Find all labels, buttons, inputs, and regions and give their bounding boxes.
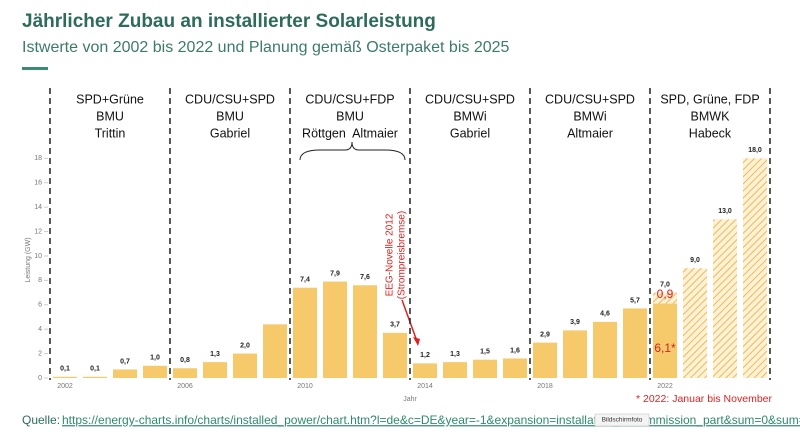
value-label: 1,3 [210, 351, 220, 358]
value-label: 18,0 [748, 147, 762, 154]
x-tick-label: 2010 [297, 383, 313, 390]
planned-bar [743, 158, 767, 378]
chart-subtitle: Istwerte von 2002 bis 2022 und Planung g… [22, 39, 510, 56]
x-axis-label: Jahr [403, 396, 417, 403]
bar [173, 368, 197, 378]
value-label: 0,1 [60, 366, 70, 373]
era-label: Trittin [95, 126, 126, 140]
bar [233, 353, 257, 378]
era-label: Gabriel [450, 126, 490, 140]
era-label: Gabriel [210, 126, 250, 140]
x-tick-label: 2014 [417, 383, 433, 390]
bar [323, 281, 347, 378]
bar [353, 285, 377, 378]
bar [503, 358, 527, 378]
y-tick-label: 4 [38, 326, 42, 333]
era-label: BMWi [573, 109, 606, 123]
value-label: 2,9 [540, 331, 550, 338]
y-tick-label: 12 [34, 228, 42, 235]
bar [413, 363, 437, 378]
bar [623, 308, 647, 378]
segment-label: 0,9 [657, 287, 674, 301]
era-label: CDU/CSU+FDP [305, 92, 394, 106]
value-label: 5,7 [630, 297, 640, 304]
value-label: 1,0 [150, 355, 160, 362]
value-label: 1,2 [420, 352, 430, 359]
y-tick-label: 18 [34, 155, 42, 162]
source-prefix: Quelle: [22, 413, 60, 427]
value-label: 1,6 [510, 347, 520, 354]
value-label: 0,1 [90, 366, 100, 373]
value-label: 3,7 [390, 322, 400, 329]
annotation: EEG-Novelle 2012 [385, 213, 396, 296]
bar [533, 342, 557, 378]
era-label: SPD+Grüne [76, 92, 144, 106]
era-label: BMWi [453, 109, 486, 123]
value-label: 7,6 [360, 274, 370, 281]
brace [299, 141, 406, 161]
segment-label: 6,1* [654, 341, 676, 355]
value-label: 1,5 [480, 349, 490, 356]
x-tick-label: 2018 [537, 383, 553, 390]
title-underline [22, 67, 48, 70]
era-label: Habeck [689, 126, 732, 140]
footnote: * 2022: Januar bis November [636, 393, 772, 405]
value-label: 3,9 [570, 319, 580, 326]
annotation: (Strompreisbremse) [397, 211, 408, 299]
era-label: BMU [336, 109, 364, 123]
bar [653, 303, 677, 378]
era-label: Altmaier [567, 126, 613, 140]
tooltip-box [594, 413, 650, 427]
source-link[interactable]: https://energy-charts.info/charts/instal… [62, 413, 800, 427]
value-label: 0,8 [180, 357, 190, 364]
value-label: 1,3 [450, 351, 460, 358]
bar [593, 321, 617, 378]
x-tick-label: 2022 [657, 383, 673, 390]
bar [113, 369, 137, 378]
bar [143, 365, 167, 378]
value-label: 7,0 [660, 281, 670, 288]
bar [443, 362, 467, 378]
bar [53, 376, 77, 378]
x-tick-label: 2002 [57, 383, 73, 390]
arrow-head [413, 337, 420, 346]
tooltip: Bildschirmfoto [602, 417, 643, 424]
bar [83, 376, 107, 378]
bar [203, 362, 227, 378]
era-label: BMU [216, 109, 244, 123]
y-tick-label: 0 [38, 375, 42, 382]
era-label: BMWK [691, 109, 731, 123]
value-label: 9,0 [690, 257, 700, 264]
era-label: SPD, Grüne, FDP [660, 92, 759, 106]
bar [563, 330, 587, 378]
y-tick-label: 8 [38, 277, 42, 284]
era-label: CDU/CSU+SPD [185, 92, 275, 106]
planned-bar [713, 219, 737, 378]
era-label: Röttgen Altmaier [302, 126, 398, 140]
value-label: 2,0 [240, 342, 250, 349]
value-label: 13,0 [718, 208, 732, 215]
value-label: 7,4 [300, 277, 310, 284]
era-label: CDU/CSU+SPD [545, 92, 635, 106]
y-tick-label: 14 [34, 204, 42, 211]
planned-bar [683, 268, 707, 378]
x-tick-label: 2006 [177, 383, 193, 390]
y-tick-label: 16 [34, 180, 42, 187]
value-label: 4,6 [600, 311, 610, 318]
value-label: 7,9 [330, 270, 340, 277]
bar [383, 332, 407, 378]
y-tick-label: 10 [34, 253, 42, 260]
y-axis-label: Leistung (GW) [25, 237, 32, 282]
chart-title: Jährlicher Zubau an installierter Solarl… [22, 11, 436, 32]
era-label: BMU [96, 109, 124, 123]
era-label: CDU/CSU+SPD [425, 92, 515, 106]
value-label: 0,7 [120, 358, 130, 365]
bar [263, 324, 287, 378]
y-tick-label: 2 [38, 350, 42, 357]
bar [473, 359, 497, 378]
planned-bar [653, 292, 677, 304]
y-tick-label: 6 [38, 302, 42, 309]
bar [293, 287, 317, 378]
